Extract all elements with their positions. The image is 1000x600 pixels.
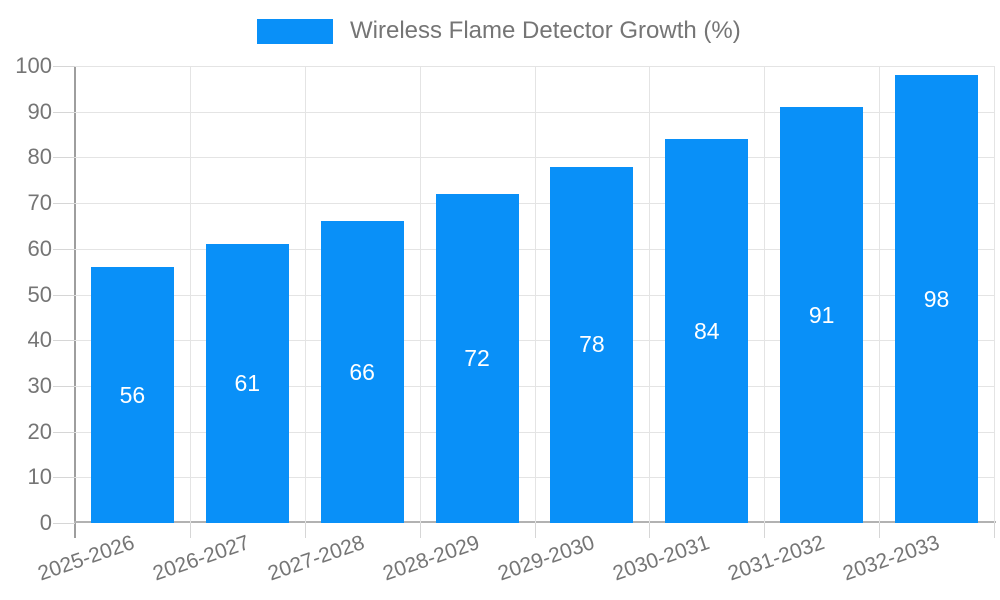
v-gridline [649, 66, 651, 523]
bar-2028-2029[interactable] [435, 193, 519, 523]
x-axis-tick [649, 523, 651, 538]
bar-value-label: 91 [808, 301, 835, 328]
x-axis-tick [534, 523, 536, 538]
bar-2025-2026[interactable] [90, 267, 174, 523]
y-axis-tick [53, 294, 75, 296]
y-axis-tick-label: 10 [27, 464, 52, 490]
bar-2030-2031[interactable] [665, 139, 749, 523]
y-axis-tick-label: 90 [27, 98, 52, 124]
x-axis-category-label: 2032-2033 [839, 531, 943, 586]
legend-label: Wireless Flame Detector Growth (%) [350, 17, 741, 44]
y-axis-tick [53, 111, 75, 113]
y-axis-tick-label: 20 [27, 418, 52, 444]
y-axis-tick [53, 248, 75, 250]
v-gridline [189, 66, 191, 523]
x-axis-category-label: 2030-2031 [609, 531, 713, 586]
y-axis-tick-label: 0 [39, 510, 52, 535]
x-axis-tick [304, 523, 306, 538]
bar-2031-2032[interactable] [780, 107, 864, 523]
bar-2027-2028[interactable] [320, 221, 404, 523]
x-axis-tick [879, 523, 881, 538]
bar-value-label: 66 [349, 358, 375, 385]
y-axis-tick-label: 60 [27, 235, 52, 261]
y-axis-tick [53, 385, 75, 387]
x-axis-category-label: 2027-2028 [265, 531, 368, 586]
legend-swatch [257, 18, 333, 44]
y-axis-tick [53, 523, 75, 524]
bar-2029-2030[interactable] [550, 166, 634, 523]
bar-2032-2033[interactable] [895, 75, 979, 523]
bar-2026-2027[interactable] [205, 244, 289, 523]
bar-value-label: 72 [464, 344, 490, 371]
y-axis-tick [53, 431, 75, 433]
x-axis-tick [419, 523, 421, 538]
x-axis-category-label: 2026-2027 [150, 531, 253, 586]
x-axis-tick [994, 523, 995, 538]
v-gridline [304, 66, 306, 523]
bar-value-label: 98 [923, 285, 950, 312]
y-axis-tick-label: 50 [27, 281, 52, 307]
y-axis-line [74, 66, 76, 538]
y-axis-tick [53, 340, 75, 342]
v-gridline [764, 66, 766, 523]
v-gridline [994, 66, 995, 523]
y-axis-tick [53, 66, 75, 67]
y-axis-tick-label: 40 [27, 327, 52, 353]
y-axis-tick-label: 70 [27, 190, 52, 216]
y-axis-tick-label: 80 [27, 144, 52, 170]
y-axis-tick [53, 157, 75, 159]
y-axis-tick [53, 477, 75, 479]
v-gridline [419, 66, 421, 523]
x-axis-tick [764, 523, 766, 538]
bar-value-label: 84 [694, 317, 720, 344]
y-axis-tick-label: 30 [27, 372, 52, 398]
y-axis-tick-label: 100 [15, 53, 52, 78]
x-axis-tick [189, 523, 191, 538]
y-axis-tick [53, 203, 75, 205]
x-axis-category-label: 2031-2032 [724, 531, 828, 586]
x-axis-category-label: 2029-2030 [494, 531, 598, 586]
v-gridline [879, 66, 881, 523]
x-axis-category-label: 2028-2029 [380, 531, 483, 586]
bar-value-label: 56 [119, 381, 146, 408]
legend[interactable]: Wireless Flame Detector Growth (%) [257, 17, 741, 45]
v-gridline [534, 66, 536, 523]
x-axis-category-label: 2025-2026 [35, 531, 138, 586]
bar-value-label: 61 [234, 370, 261, 397]
bar-value-label: 78 [579, 331, 605, 358]
